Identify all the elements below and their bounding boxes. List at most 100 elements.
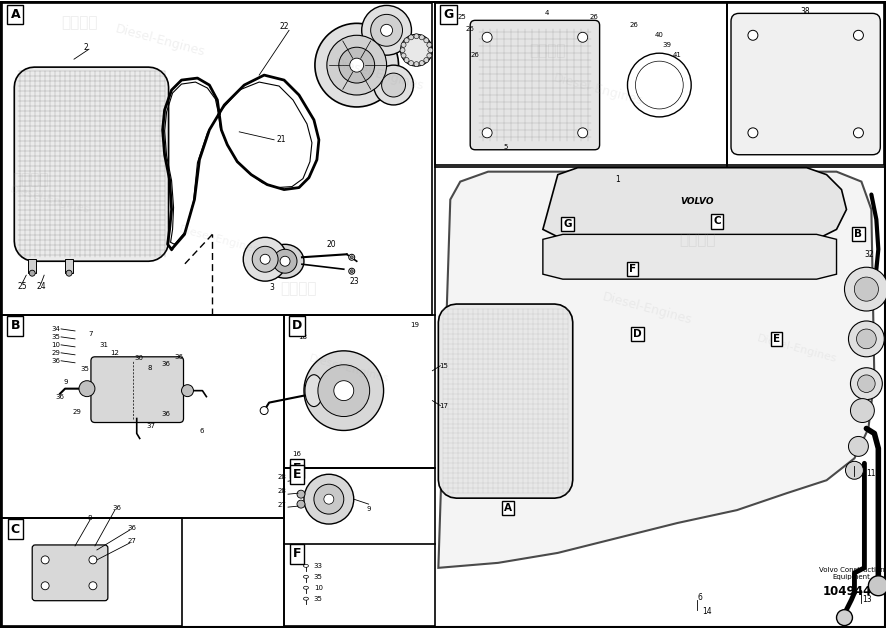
Text: 16: 16 bbox=[292, 452, 301, 457]
Circle shape bbox=[851, 399, 874, 423]
Text: 柴油动力: 柴油动力 bbox=[280, 282, 317, 297]
Text: 37: 37 bbox=[147, 423, 156, 430]
Circle shape bbox=[243, 237, 287, 281]
FancyBboxPatch shape bbox=[731, 13, 880, 155]
Text: 7: 7 bbox=[88, 331, 93, 337]
Bar bbox=[284, 315, 435, 469]
Circle shape bbox=[404, 58, 409, 62]
Circle shape bbox=[414, 34, 419, 39]
Text: 11: 11 bbox=[866, 469, 876, 478]
Bar bbox=[284, 469, 435, 626]
Text: 35: 35 bbox=[314, 596, 323, 602]
Polygon shape bbox=[439, 304, 573, 498]
Text: 36: 36 bbox=[113, 505, 122, 511]
Circle shape bbox=[424, 38, 429, 43]
Circle shape bbox=[748, 128, 758, 138]
Text: 2: 2 bbox=[84, 43, 89, 52]
Circle shape bbox=[482, 32, 492, 42]
Text: 36: 36 bbox=[51, 358, 61, 364]
Text: 1: 1 bbox=[616, 175, 620, 184]
Circle shape bbox=[318, 365, 369, 416]
Circle shape bbox=[851, 368, 882, 399]
Circle shape bbox=[427, 42, 432, 47]
Text: C: C bbox=[11, 523, 20, 535]
Circle shape bbox=[854, 277, 878, 301]
Text: 26: 26 bbox=[590, 14, 599, 20]
Polygon shape bbox=[14, 67, 168, 261]
Ellipse shape bbox=[266, 244, 304, 278]
Circle shape bbox=[401, 42, 406, 47]
Text: 22: 22 bbox=[279, 22, 289, 31]
Circle shape bbox=[409, 60, 414, 65]
Text: 23: 23 bbox=[350, 277, 360, 286]
Text: 30: 30 bbox=[134, 355, 144, 361]
Text: Volvo Construction
Equipment: Volvo Construction Equipment bbox=[819, 567, 885, 580]
FancyBboxPatch shape bbox=[470, 20, 600, 150]
Circle shape bbox=[349, 268, 355, 274]
Polygon shape bbox=[543, 235, 837, 279]
Text: 5: 5 bbox=[503, 144, 507, 150]
Circle shape bbox=[854, 30, 863, 40]
Bar bbox=[435, 3, 727, 165]
Circle shape bbox=[374, 65, 414, 105]
FancyBboxPatch shape bbox=[91, 357, 183, 423]
Circle shape bbox=[400, 48, 405, 53]
Text: 26: 26 bbox=[629, 22, 638, 28]
Circle shape bbox=[409, 35, 414, 40]
Text: 27: 27 bbox=[128, 538, 137, 544]
Text: 27: 27 bbox=[277, 502, 286, 508]
Circle shape bbox=[428, 48, 433, 53]
Text: C: C bbox=[713, 216, 721, 226]
Text: B: B bbox=[854, 230, 862, 240]
Text: 12: 12 bbox=[109, 350, 118, 356]
Text: 3: 3 bbox=[270, 282, 274, 292]
Text: 20: 20 bbox=[327, 240, 336, 249]
Circle shape bbox=[29, 270, 36, 276]
Text: 1049447: 1049447 bbox=[822, 585, 880, 598]
Text: Diesel-Engines: Diesel-Engines bbox=[332, 57, 425, 93]
Circle shape bbox=[339, 47, 375, 83]
Circle shape bbox=[854, 128, 863, 138]
Bar bbox=[65, 259, 73, 273]
Text: F: F bbox=[629, 264, 636, 274]
Text: 29: 29 bbox=[52, 350, 61, 356]
Circle shape bbox=[578, 128, 587, 138]
Circle shape bbox=[748, 30, 758, 40]
Circle shape bbox=[837, 610, 853, 626]
Circle shape bbox=[414, 62, 419, 67]
Circle shape bbox=[381, 25, 392, 36]
FancyBboxPatch shape bbox=[32, 545, 108, 601]
Circle shape bbox=[845, 267, 888, 311]
Circle shape bbox=[324, 494, 334, 504]
Text: G: G bbox=[563, 220, 572, 230]
Circle shape bbox=[419, 60, 425, 65]
Text: E: E bbox=[773, 334, 781, 344]
Circle shape bbox=[79, 381, 95, 397]
Text: 32: 32 bbox=[864, 250, 874, 259]
Text: 39: 39 bbox=[662, 42, 671, 48]
Text: A: A bbox=[504, 503, 512, 513]
Circle shape bbox=[315, 23, 399, 107]
Text: 柴油动力: 柴油动力 bbox=[679, 232, 716, 247]
Text: 19: 19 bbox=[410, 322, 419, 328]
Text: Diesel-Engines: Diesel-Engines bbox=[601, 291, 693, 327]
Text: 8: 8 bbox=[88, 515, 93, 521]
Text: 18: 18 bbox=[298, 334, 307, 340]
Text: 34: 34 bbox=[52, 326, 61, 332]
Circle shape bbox=[848, 321, 885, 357]
Text: 柴油动力: 柴油动力 bbox=[530, 43, 566, 58]
Circle shape bbox=[89, 582, 97, 590]
Circle shape bbox=[846, 461, 863, 479]
Text: 35: 35 bbox=[80, 365, 89, 372]
Bar bbox=[3, 3, 433, 315]
Circle shape bbox=[856, 329, 877, 348]
Text: 13: 13 bbox=[862, 595, 872, 604]
Circle shape bbox=[314, 484, 344, 514]
Bar bbox=[3, 315, 284, 518]
Circle shape bbox=[304, 474, 353, 524]
Text: 40: 40 bbox=[654, 32, 663, 38]
Text: 10: 10 bbox=[314, 585, 323, 591]
Circle shape bbox=[350, 58, 364, 72]
Text: 25: 25 bbox=[17, 282, 27, 291]
Text: 36: 36 bbox=[162, 411, 171, 416]
